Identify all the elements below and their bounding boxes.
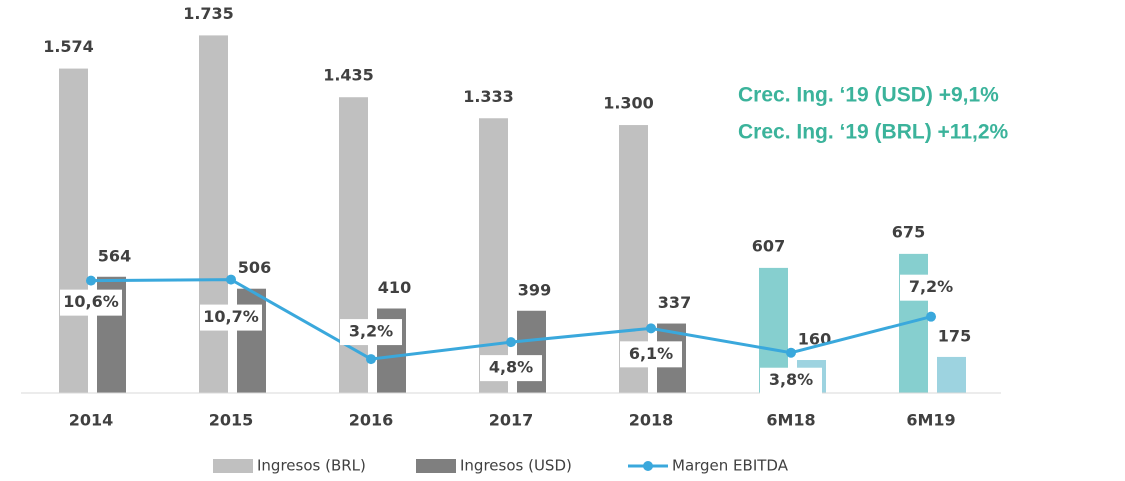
data-label: 6,1%: [629, 344, 673, 363]
x-tick-label: 2014: [69, 411, 114, 430]
label-background: [620, 341, 682, 368]
label-background: [654, 290, 695, 317]
line-point: [926, 311, 936, 322]
bar: [237, 288, 266, 393]
label-background: [340, 319, 402, 346]
data-label: 675: [892, 222, 925, 241]
line-point: [86, 275, 96, 286]
data-label: 10,7%: [203, 307, 259, 326]
line-point: [506, 337, 516, 348]
annotation: Crec. Ing. ‘19 (BRL) +11,2%: [738, 121, 1009, 144]
bar: [937, 356, 966, 393]
x-tick-label: 2015: [209, 411, 254, 430]
line-point: [226, 274, 236, 285]
data-label: 337: [658, 293, 691, 312]
data-label: 3,2%: [349, 322, 393, 341]
label-background: [514, 277, 555, 304]
label-background: [94, 243, 135, 270]
line-point: [366, 354, 376, 365]
x-tick-label: 2016: [349, 411, 394, 430]
legend-label: Ingresos (USD): [460, 457, 572, 475]
data-label: 10,6%: [63, 292, 119, 311]
data-label: 607: [752, 236, 785, 255]
label-background: [234, 255, 275, 282]
legend-label: Margen EBITDA: [672, 457, 789, 475]
data-label: 506: [238, 258, 271, 277]
legend-swatch: [213, 459, 253, 473]
data-label: 410: [378, 278, 411, 297]
label-background: [374, 275, 415, 302]
label-background: [480, 355, 542, 382]
legend-swatch: [416, 459, 456, 473]
label-background: [60, 289, 122, 316]
data-label: 1.333: [463, 87, 514, 106]
line-point: [786, 347, 796, 358]
legend-marker: [643, 461, 653, 471]
label-background: [934, 323, 975, 350]
bar: [479, 118, 508, 393]
x-tick-label: 6M18: [766, 411, 815, 430]
data-label: 175: [938, 326, 971, 345]
data-label: 1.574: [43, 37, 94, 56]
line-point: [646, 323, 656, 334]
data-label: 3,8%: [769, 370, 813, 389]
data-label: 399: [518, 280, 551, 299]
label-background: [900, 274, 962, 301]
data-label: 4,8%: [489, 358, 533, 377]
data-label: 7,2%: [909, 277, 953, 296]
bar: [59, 68, 88, 393]
data-label: 1.735: [183, 4, 234, 23]
label-background: [760, 367, 822, 394]
label-background: [200, 304, 262, 331]
bar: [199, 35, 228, 394]
legend-label: Ingresos (BRL): [257, 457, 366, 475]
x-tick-label: 2017: [489, 411, 534, 430]
x-tick-label: 2018: [629, 411, 674, 430]
data-label: 564: [98, 246, 131, 265]
data-label: 1.300: [603, 94, 654, 113]
data-label: 1.435: [323, 66, 374, 85]
x-tick-label: 6M19: [906, 411, 955, 430]
annotation: Crec. Ing. ‘19 (USD) +9,1%: [738, 84, 999, 107]
